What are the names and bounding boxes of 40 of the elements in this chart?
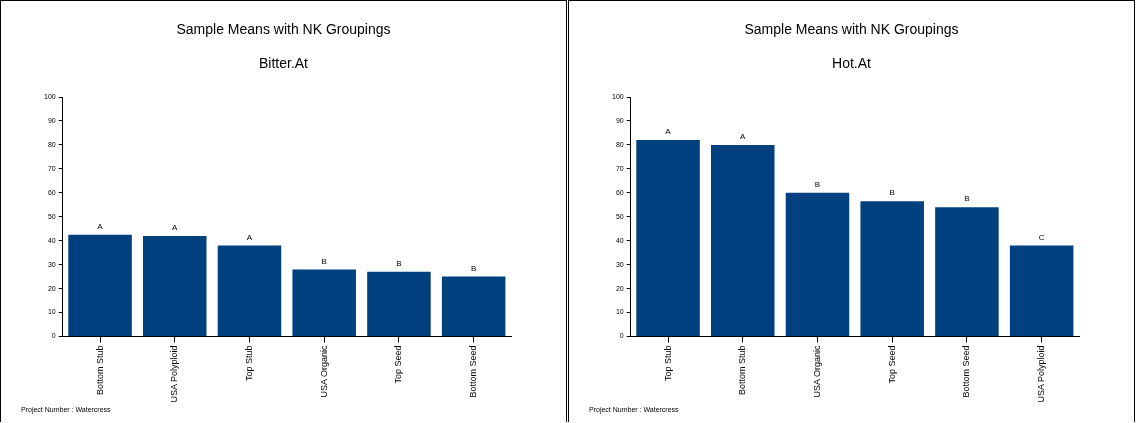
bar <box>292 269 356 336</box>
data-label: B <box>470 263 477 273</box>
data-label: A <box>665 127 672 137</box>
bar <box>785 192 850 336</box>
x-tick-label: USA Organic <box>811 344 822 398</box>
data-label: B <box>321 256 327 266</box>
x-tick-label: USA Organic <box>318 344 329 398</box>
x-tick-label: Top Seed <box>886 345 897 384</box>
chart-title: Sample Means with NK Groupings <box>175 21 392 37</box>
data-label: C <box>1038 232 1045 242</box>
data-label: A <box>740 132 747 142</box>
chart-subtitle: Hot.At <box>831 55 872 71</box>
data-label: A <box>97 221 104 231</box>
data-label: A <box>172 223 179 233</box>
chart-title: Sample Means with NK Groupings <box>743 21 960 37</box>
x-tick-label: USA Polyploid <box>1036 345 1047 403</box>
data-label: B <box>814 179 821 189</box>
x-tick-label: Top Seed <box>393 345 404 384</box>
x-tick-label: Bottom Stub <box>94 345 105 395</box>
bar <box>367 271 431 336</box>
bar <box>143 235 207 336</box>
bar <box>711 144 775 336</box>
data-label: B <box>964 194 970 204</box>
x-tick-label: Top Stub <box>662 345 673 381</box>
x-tick-label: USA Polyploid <box>169 345 180 403</box>
x-tick-label: Bottom Stub <box>737 345 748 395</box>
x-tick-label: Bottom Seed <box>961 345 972 398</box>
bar <box>860 201 924 336</box>
x-tick-label: Bottom Seed <box>468 345 479 398</box>
bar <box>217 245 282 336</box>
bar <box>636 140 700 336</box>
data-label: B <box>396 259 402 269</box>
bar <box>441 276 506 336</box>
bar <box>1009 245 1074 336</box>
data-label: A <box>246 232 253 242</box>
bar <box>935 207 999 336</box>
chart-subtitle: Bitter.At <box>258 55 309 71</box>
bar <box>68 234 132 336</box>
data-label: B <box>889 188 895 198</box>
x-tick-label: Top Stub <box>243 345 254 381</box>
